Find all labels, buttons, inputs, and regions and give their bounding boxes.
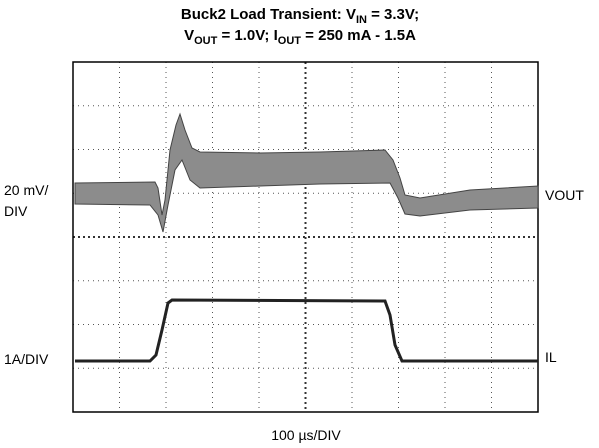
title-text: = 3.3V; [367,6,419,23]
title-text: V [184,27,194,44]
time-scale: 100 µs/DIV [271,427,341,443]
title-text: = 1.0V; I [217,27,277,44]
vout-trace [75,114,538,232]
vout-scale: 20 mV/ [4,182,48,198]
il-label: IL [545,349,557,365]
il-trace [75,300,538,361]
title-line-1: Buck2 Load Transient: VIN = 3.3V; [181,6,419,26]
vout-label: VOUT [545,187,584,203]
scope-chart: Buck2 Load Transient: VIN = 3.3V; VOUT =… [0,0,599,448]
vout-scale: DIV [4,203,28,219]
title-sub: OUT [278,35,302,47]
title-sub: OUT [194,35,218,47]
title-line-2: VOUT = 1.0V; IOUT = 250 mA - 1.5A [184,27,416,47]
title-text: = 250 mA - 1.5A [301,27,416,44]
il-scale: 1A/DIV [4,351,49,367]
title-text: Buck2 Load Transient: V [181,6,356,23]
title-sub: IN [356,14,367,26]
